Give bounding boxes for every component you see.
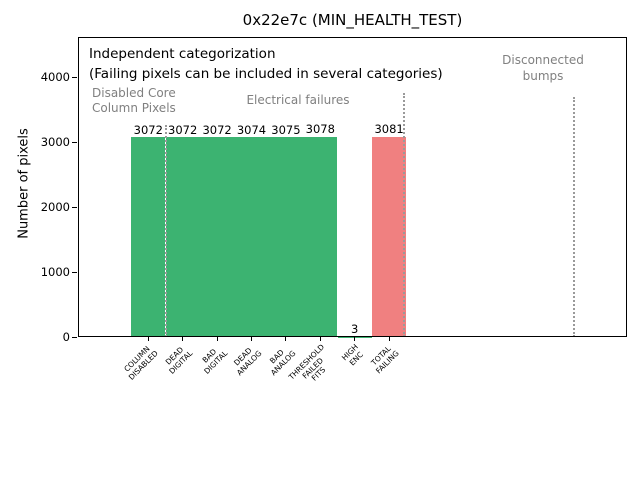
bar xyxy=(131,137,166,337)
bar-value-label: 3 xyxy=(351,322,359,337)
annotation-independent-categorization: Independent categorization (Failing pixe… xyxy=(89,46,443,82)
chart-title: 0x22e7c (MIN_HEALTH_TEST) xyxy=(242,11,463,29)
y-tick xyxy=(72,336,77,338)
x-tick xyxy=(388,337,390,341)
x-tick xyxy=(251,337,252,341)
x-tick xyxy=(147,337,149,341)
annotation-disabled-core-column-pixels: Disabled Core Column Pixels xyxy=(92,86,176,115)
bar xyxy=(199,137,235,337)
y-tick-label: 3000 xyxy=(40,135,70,149)
bar-value-label: 3072 xyxy=(168,122,198,137)
x-tick-label: THRESHOLD FAILED FITS xyxy=(286,342,328,383)
x-tick xyxy=(354,337,356,341)
x-tick xyxy=(285,337,287,341)
bar xyxy=(268,137,304,337)
x-tick-label: DEAD DIGITAL xyxy=(164,345,195,376)
category-separator-line xyxy=(164,125,167,337)
bar-value-label: 3081 xyxy=(374,122,404,137)
bar-value-label: 3072 xyxy=(202,122,232,137)
bar xyxy=(371,136,407,337)
y-tick-label: 2000 xyxy=(40,200,70,214)
x-tick-label: BAD DIGITAL xyxy=(200,346,229,376)
bar-value-label: 3078 xyxy=(305,122,335,137)
y-tick xyxy=(72,141,77,143)
y-tick-label: 4000 xyxy=(40,70,70,84)
category-separator-line xyxy=(402,93,405,337)
y-tick xyxy=(72,206,77,208)
x-tick xyxy=(216,337,218,341)
bar-value-label: 3074 xyxy=(236,122,267,137)
bar-value-label: 3075 xyxy=(271,122,301,137)
x-tick-label: DEAD ANALOG xyxy=(232,345,264,377)
category-separator-line xyxy=(573,97,576,337)
x-tick-label: HIGH ENC xyxy=(340,342,366,368)
y-tick-label: 1000 xyxy=(40,265,70,279)
annotation-disconnected-bumps: Disconnected bumps xyxy=(502,53,584,83)
bar-value-label: 3072 xyxy=(133,122,163,137)
x-tick-label: COLUMN DISABLED xyxy=(122,344,160,382)
x-tick xyxy=(319,337,321,341)
y-tick xyxy=(72,271,77,273)
x-tick-label: TOTAL FAILING xyxy=(369,344,401,376)
annotation-electrical-failures: Electrical failures xyxy=(246,93,350,107)
bar xyxy=(303,136,338,337)
bar xyxy=(234,137,269,337)
y-tick-label: 0 xyxy=(62,330,70,344)
x-tick xyxy=(182,337,184,341)
bar xyxy=(165,137,200,337)
y-tick xyxy=(72,76,77,78)
